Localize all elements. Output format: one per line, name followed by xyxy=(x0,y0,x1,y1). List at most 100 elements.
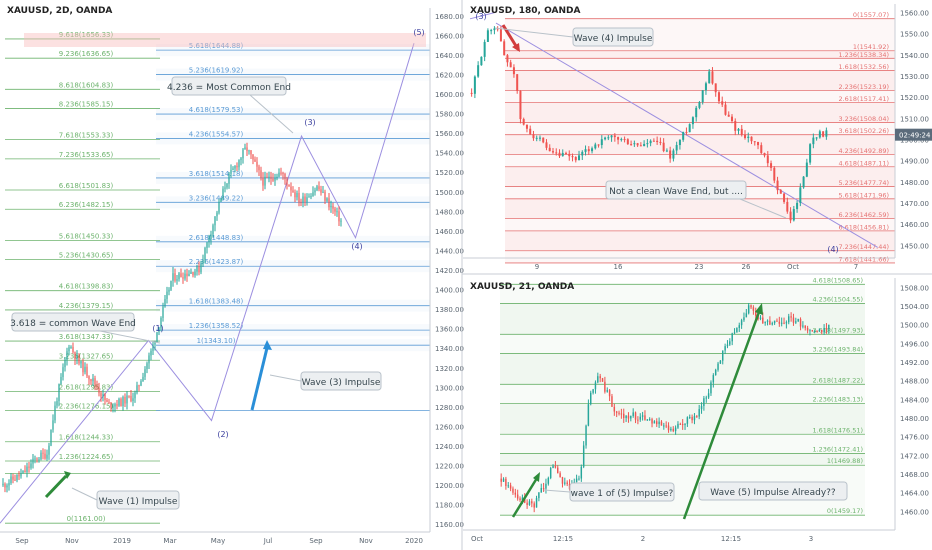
x-tick-label: Oct xyxy=(787,263,799,271)
fib-band xyxy=(505,166,895,187)
callout-text-wave3: Wave (3) Impulse xyxy=(302,378,381,388)
candle-body xyxy=(212,225,214,235)
candle-body xyxy=(724,346,726,351)
candle-body xyxy=(30,463,32,468)
candle-body xyxy=(686,417,689,424)
candle-body xyxy=(815,137,818,139)
candle-body xyxy=(76,355,78,360)
candle-body xyxy=(626,139,629,145)
candle-body xyxy=(585,425,587,446)
candle-body xyxy=(594,382,597,390)
candle-body xyxy=(780,322,783,324)
callout-wave5-already[interactable]: Wave (5) Impulse Already?? xyxy=(698,481,848,501)
candle-body xyxy=(194,271,196,276)
fib-blue-label: 4.236(1554.57) xyxy=(189,130,244,138)
fib-band xyxy=(500,334,865,354)
candle-body xyxy=(6,485,8,488)
candle-body xyxy=(509,485,512,489)
y-tick-label: 1500.00 xyxy=(435,189,464,197)
candle-body xyxy=(717,92,720,102)
candle-body xyxy=(708,71,711,84)
callout-wave1-of-5[interactable]: wave 1 of (5) Impulse? xyxy=(543,482,675,502)
callout-wave4-impulse[interactable]: Wave (4) Impulse xyxy=(494,27,654,47)
candle-body xyxy=(733,332,736,334)
fib-band xyxy=(500,353,865,385)
fib-green-label: 1.618(1244.33) xyxy=(59,434,114,442)
y-tick-label: 1660.00 xyxy=(435,32,464,40)
candle-body xyxy=(542,137,545,143)
candle-body xyxy=(493,28,496,31)
candle-body xyxy=(18,474,20,477)
y-tick-label: 1488.00 xyxy=(900,378,929,386)
candle-body xyxy=(174,273,176,281)
candle-body xyxy=(599,376,601,379)
candle-body xyxy=(722,350,724,361)
candle-body xyxy=(731,333,733,342)
candle-body xyxy=(558,152,561,157)
candle-body xyxy=(719,360,722,364)
candle-body xyxy=(620,413,623,415)
callout-common-wave-end[interactable]: 3.618 = common Wave End xyxy=(10,312,161,344)
x-tick-label: Nov xyxy=(65,537,79,545)
candle-body xyxy=(274,178,276,181)
candle-body xyxy=(254,159,256,162)
candle-body xyxy=(304,196,306,202)
candle-body xyxy=(216,212,218,217)
candle-body xyxy=(168,289,170,292)
candle-body xyxy=(507,485,509,487)
candle-body xyxy=(809,330,811,332)
fib-green-label: 6.618(1501.83) xyxy=(59,182,114,190)
candle-body xyxy=(172,273,174,281)
candle-body xyxy=(525,124,528,129)
candle-body xyxy=(56,401,58,406)
candle-body xyxy=(74,352,76,360)
left-panel[interactable]: 9.618(1656.33) 9.236(1636.65) 8.618(1604.8… xyxy=(0,0,464,550)
wave1-arrowhead xyxy=(64,471,71,479)
candle-body xyxy=(164,298,166,307)
callout-not-clean[interactable]: Not a clean Wave End, but .... xyxy=(605,180,787,219)
candle-body xyxy=(48,445,50,455)
candle-body xyxy=(750,305,752,308)
left-candles xyxy=(2,142,342,493)
candle-body xyxy=(480,56,483,66)
candle-body xyxy=(178,273,180,280)
candle-body xyxy=(206,242,208,248)
bottom-right-panel-title: XAUUSD, 21, OANDA xyxy=(470,282,574,292)
bottom-right-panel[interactable]: 4.618(1508.65) 4.236(1504.55) 3.618(1497.9… xyxy=(463,276,929,543)
fib-band xyxy=(500,303,865,335)
candle-body xyxy=(26,466,28,473)
candle-body xyxy=(582,445,585,467)
candle-body xyxy=(532,134,535,139)
candle-body xyxy=(234,165,236,169)
candle-body xyxy=(112,406,114,408)
candle-body xyxy=(565,152,568,154)
candle-body xyxy=(805,162,808,177)
candle-body xyxy=(551,151,554,153)
bottom-right-green-arrows xyxy=(511,303,763,520)
candle-body xyxy=(726,344,729,347)
candle-body xyxy=(613,406,616,412)
candle-body xyxy=(142,376,144,382)
candle-body xyxy=(634,412,637,420)
candle-body xyxy=(591,148,594,152)
x-tick-label: May xyxy=(211,537,225,545)
callout-wave3-impulse[interactable]: Wave (3) Impulse xyxy=(269,371,382,391)
candle-body xyxy=(696,416,698,418)
candle-body xyxy=(202,259,204,264)
candle-body xyxy=(126,395,128,404)
candle-body xyxy=(776,180,779,191)
fib-blue-label: 2.236(1423.87) xyxy=(189,258,244,266)
callout-most-common-end[interactable]: 4.236 = Most Common End xyxy=(167,76,294,134)
candle-body xyxy=(152,344,154,351)
candle-body xyxy=(685,131,688,133)
candle-body xyxy=(182,277,184,279)
top-right-panel[interactable]: 0(1557.07) 1(1541.92)1.236(1538.34) 1.618(… xyxy=(463,4,932,271)
callout-wave1-impulse[interactable]: Wave (1) Impulse xyxy=(71,487,180,510)
candle-body xyxy=(296,193,298,198)
candle-body xyxy=(773,320,776,324)
candle-body xyxy=(566,482,568,485)
y-tick-label: 1340.00 xyxy=(435,345,464,353)
fib-band xyxy=(505,154,895,167)
